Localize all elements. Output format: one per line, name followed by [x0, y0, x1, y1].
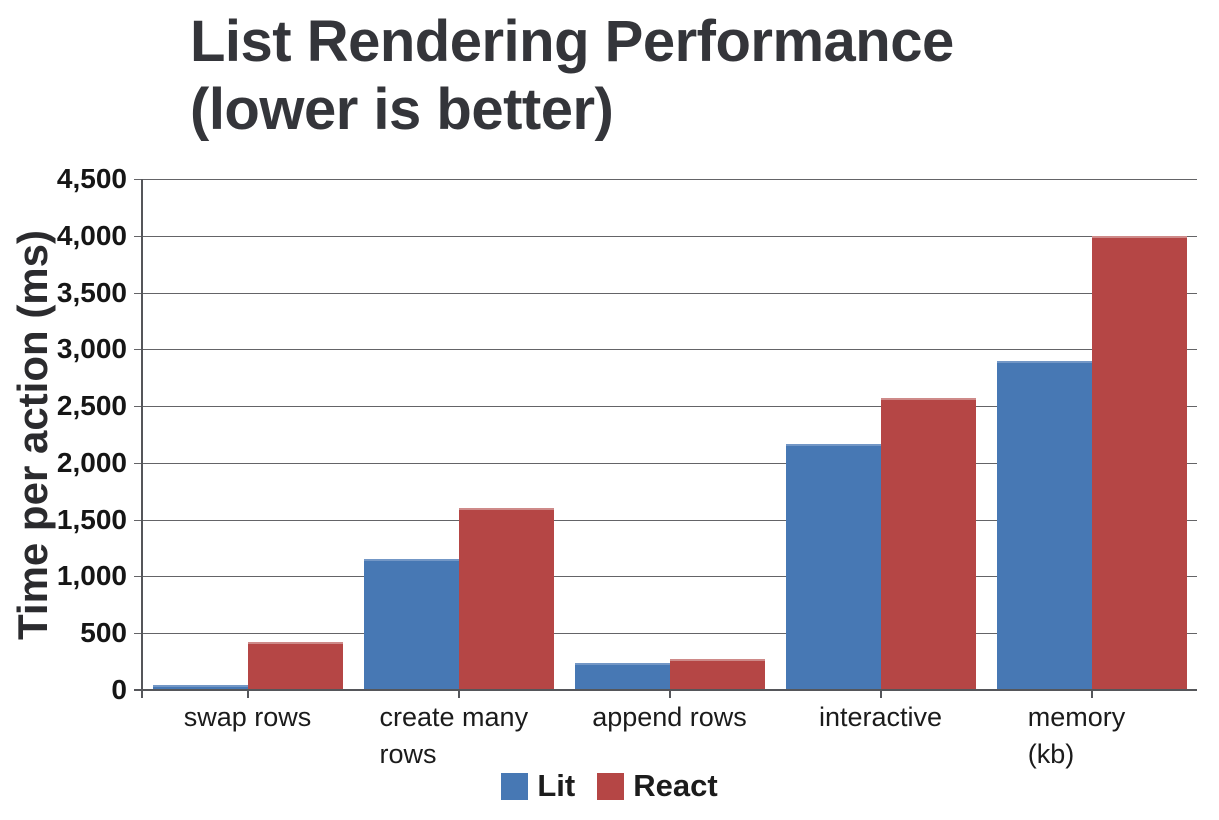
- bar-lit-interactive: [785, 444, 881, 690]
- y-tick-label-2500: 2,500: [56, 390, 127, 422]
- legend: Lit React: [0, 768, 1219, 804]
- x-axis-label-interactive: interactive: [818, 702, 943, 732]
- y-tick-label-3500: 3,500: [56, 276, 127, 308]
- gridline-4500: [134, 179, 1197, 180]
- gridline-1000: [134, 576, 1197, 578]
- bar-react-memory-kb: [1091, 236, 1187, 690]
- bar-react-swap-rows: [247, 642, 343, 690]
- y-tick-label-4000: 4,000: [56, 219, 127, 251]
- legend-swatch-react: [597, 772, 625, 800]
- chart-title: List Rendering Performance (lower is bet…: [190, 9, 954, 142]
- bar-lit-memory-kb: [996, 361, 1092, 690]
- gridline-3000: [134, 349, 1197, 351]
- x-axis-label-swap-rows: swap rows: [183, 702, 312, 732]
- bar-lit-create-many-rows: [363, 559, 459, 690]
- legend-item-react: React: [597, 768, 718, 804]
- y-tick-label-4500: 4,500: [56, 163, 127, 194]
- bar-lit-append-rows: [574, 663, 670, 690]
- bar-react-interactive: [880, 398, 976, 690]
- y-axis-line: [141, 179, 143, 698]
- legend-label-lit: Lit: [537, 768, 576, 803]
- gridline-3500: [134, 292, 1197, 294]
- gridline-2500: [134, 406, 1197, 408]
- x-tick-memory-kb: [1090, 690, 1093, 698]
- x-axis-line: [134, 689, 1197, 691]
- x-axis-label-append-rows: append rows: [592, 702, 747, 732]
- y-tick-label-1500: 1,500: [56, 503, 127, 535]
- x-tick-create-many-rows: [457, 690, 460, 698]
- gridline-500: [134, 633, 1197, 635]
- x-axis-label-memory-kb: memory (kb): [1027, 702, 1126, 769]
- x-tick-append-rows: [668, 690, 671, 698]
- y-tick-label-2000: 2,000: [56, 446, 127, 478]
- legend-item-lit: Lit: [501, 768, 575, 804]
- y-tick-label-500: 500: [80, 617, 127, 649]
- y-tick-label-0: 0: [111, 674, 127, 705]
- legend-label-react: React: [633, 768, 718, 803]
- y-tick-label-3000: 3,000: [56, 333, 127, 365]
- bar-react-append-rows: [669, 659, 765, 690]
- gridline-1500: [134, 519, 1197, 521]
- gridline-2000: [134, 462, 1197, 464]
- gridline-4000: [134, 235, 1197, 237]
- bar-react-create-many-rows: [458, 508, 554, 690]
- y-tick-label-1000: 1,000: [56, 560, 127, 592]
- x-axis-label-create-many-rows: create many rows: [379, 702, 529, 769]
- x-tick-interactive: [879, 690, 882, 698]
- x-tick-swap-rows: [246, 690, 249, 698]
- bar-lit-swap-rows: [152, 685, 248, 690]
- legend-swatch-lit: [501, 772, 529, 800]
